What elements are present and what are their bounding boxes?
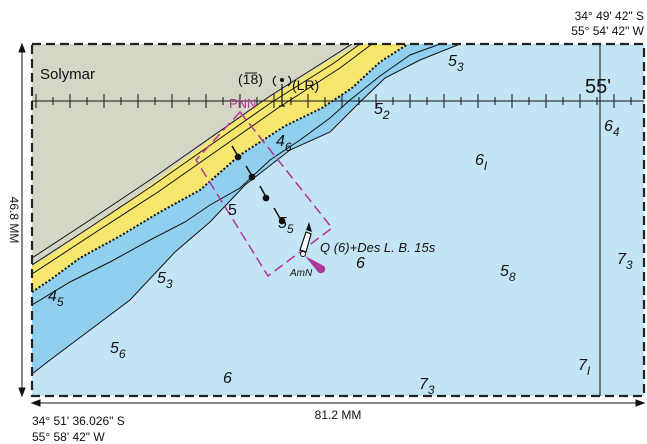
latitude-bottom-left: 34° 51' 36.026" S [32,414,125,428]
meridian-label: 55' [585,76,611,98]
depth-contour [32,44,441,306]
height-label: 46.8 MM [7,197,21,244]
longitude-top-right: 55° 54' 42" W [571,24,644,38]
light-characteristic-label: Q (6)+Des L. B. 15s [320,240,436,255]
road-line [32,44,373,275]
beach-strip [32,44,408,292]
coastline [32,44,409,293]
depth-contour-5m [32,44,461,375]
chart-frame [30,42,646,398]
restricted-area-boundary [195,110,334,278]
road-line [32,44,353,259]
height-dimension [18,42,26,398]
pnn-label: PNN [229,96,256,111]
width-label: 81.2 MM [315,408,362,422]
contour-5-label: 5 [228,202,237,219]
longitude-bottom-left: 55° 58' 42" W [32,430,105,444]
place-name-label: Solymar [40,66,95,83]
lr-label: (LR) [292,77,319,93]
latitude-scale-bar [32,94,644,108]
position-18-label: (18) [238,71,263,87]
range-beacons [231,145,286,225]
road-line [32,44,361,266]
radio-tower-icon [272,75,292,107]
land-area [32,44,360,266]
sounding-label: 6 [356,255,365,272]
width-dimension [30,399,646,407]
sounding-label: 6 [223,370,232,387]
latitude-top-right: 34° 49' 42" S [575,9,644,23]
amn-label: AmN [289,268,313,279]
light-buoy-icon [299,222,326,274]
